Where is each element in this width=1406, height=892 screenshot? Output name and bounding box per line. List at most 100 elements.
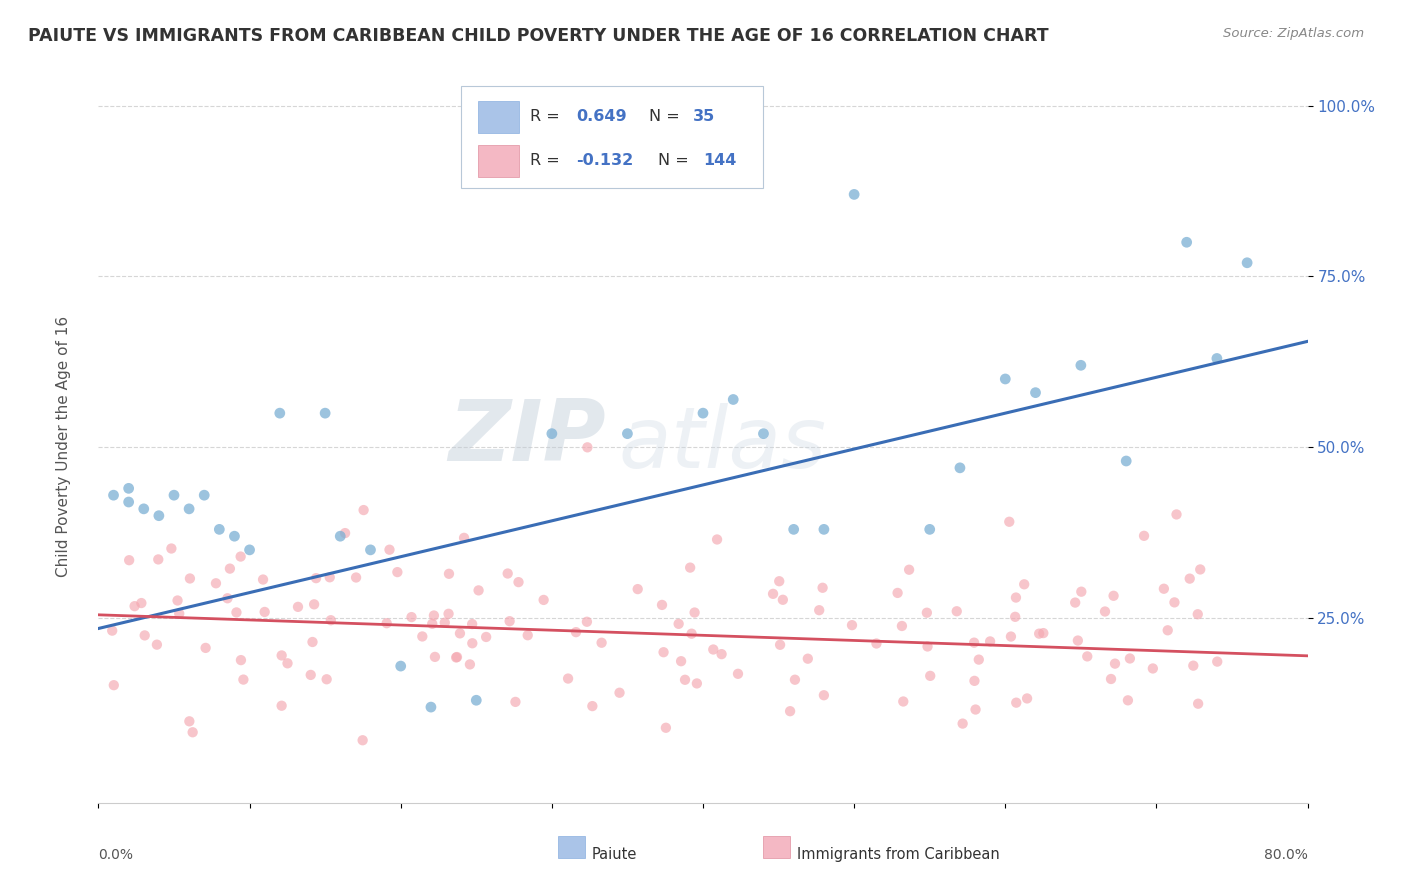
Text: Source: ZipAtlas.com: Source: ZipAtlas.com	[1223, 27, 1364, 40]
Point	[225, 606, 247, 620]
Text: Immigrants from Caribbean: Immigrants from Caribbean	[797, 847, 1000, 862]
Point	[103, 678, 125, 692]
Point	[498, 614, 520, 628]
Point	[1189, 562, 1212, 576]
Point	[333, 526, 356, 541]
Point	[389, 659, 412, 673]
Point	[232, 673, 254, 687]
Point	[813, 522, 835, 536]
Point	[160, 541, 183, 556]
Point	[616, 426, 638, 441]
Point	[1017, 691, 1039, 706]
Point	[252, 573, 274, 587]
Point	[1206, 655, 1229, 669]
Point	[949, 460, 972, 475]
Point	[360, 542, 382, 557]
Point	[411, 630, 433, 644]
Point	[669, 654, 692, 668]
Point	[205, 576, 228, 591]
Point	[467, 583, 489, 598]
Point	[1142, 661, 1164, 675]
Point	[315, 673, 337, 687]
Point	[811, 581, 834, 595]
Point	[945, 604, 967, 618]
Point	[181, 725, 204, 739]
Point	[844, 187, 866, 202]
Point	[557, 672, 579, 686]
Point	[239, 542, 262, 557]
Point	[915, 606, 938, 620]
Point	[458, 657, 481, 672]
Point	[378, 542, 401, 557]
Text: 80.0%: 80.0%	[1264, 848, 1308, 863]
Point	[576, 440, 599, 454]
Point	[270, 698, 292, 713]
Point	[193, 488, 215, 502]
Point	[217, 591, 239, 606]
Point	[270, 648, 292, 663]
Point	[148, 552, 170, 566]
Point	[179, 714, 201, 729]
Point	[967, 652, 990, 666]
Point	[319, 613, 342, 627]
Point	[1067, 633, 1090, 648]
Point	[1119, 651, 1142, 665]
Point	[229, 653, 252, 667]
Point	[1012, 577, 1035, 591]
Text: 0.0%: 0.0%	[98, 848, 134, 863]
Point	[167, 607, 190, 621]
Point	[134, 628, 156, 642]
Point	[224, 529, 246, 543]
Point	[1102, 589, 1125, 603]
Point	[1182, 658, 1205, 673]
Bar	[763, 836, 790, 858]
Point	[627, 582, 650, 596]
Point	[446, 650, 468, 665]
Point	[1076, 649, 1098, 664]
Point	[727, 666, 749, 681]
Point	[1000, 630, 1022, 644]
Point	[865, 636, 887, 650]
Point	[890, 619, 912, 633]
Point	[287, 599, 309, 614]
Point	[797, 651, 820, 665]
Point	[302, 598, 325, 612]
Point	[651, 598, 673, 612]
Point	[1005, 591, 1028, 605]
Point	[979, 634, 1001, 648]
Point	[420, 616, 443, 631]
Point	[353, 503, 375, 517]
Point	[1024, 385, 1046, 400]
Point	[692, 406, 714, 420]
Point	[103, 488, 125, 502]
Point	[166, 593, 188, 607]
Point	[1028, 626, 1050, 640]
Bar	[558, 836, 585, 858]
Text: R =: R =	[530, 153, 565, 168]
Point	[918, 522, 941, 536]
Point	[299, 668, 322, 682]
Point	[1166, 508, 1188, 522]
Point	[779, 704, 801, 718]
Point	[344, 570, 367, 584]
Point	[179, 572, 201, 586]
Point	[1178, 572, 1201, 586]
Point	[305, 571, 328, 585]
Point	[229, 549, 252, 564]
Text: ZIP: ZIP	[449, 395, 606, 479]
Point	[118, 495, 141, 509]
Point	[508, 575, 530, 590]
Point	[1187, 607, 1209, 622]
Point	[118, 481, 141, 495]
Point	[269, 406, 291, 420]
Point	[433, 615, 456, 630]
Point	[132, 501, 155, 516]
Text: 144: 144	[703, 153, 737, 168]
Point	[1116, 693, 1139, 707]
Point	[163, 488, 186, 502]
Point	[783, 673, 806, 687]
Point	[461, 636, 484, 650]
Point	[769, 638, 792, 652]
Point	[420, 700, 443, 714]
Point	[998, 515, 1021, 529]
